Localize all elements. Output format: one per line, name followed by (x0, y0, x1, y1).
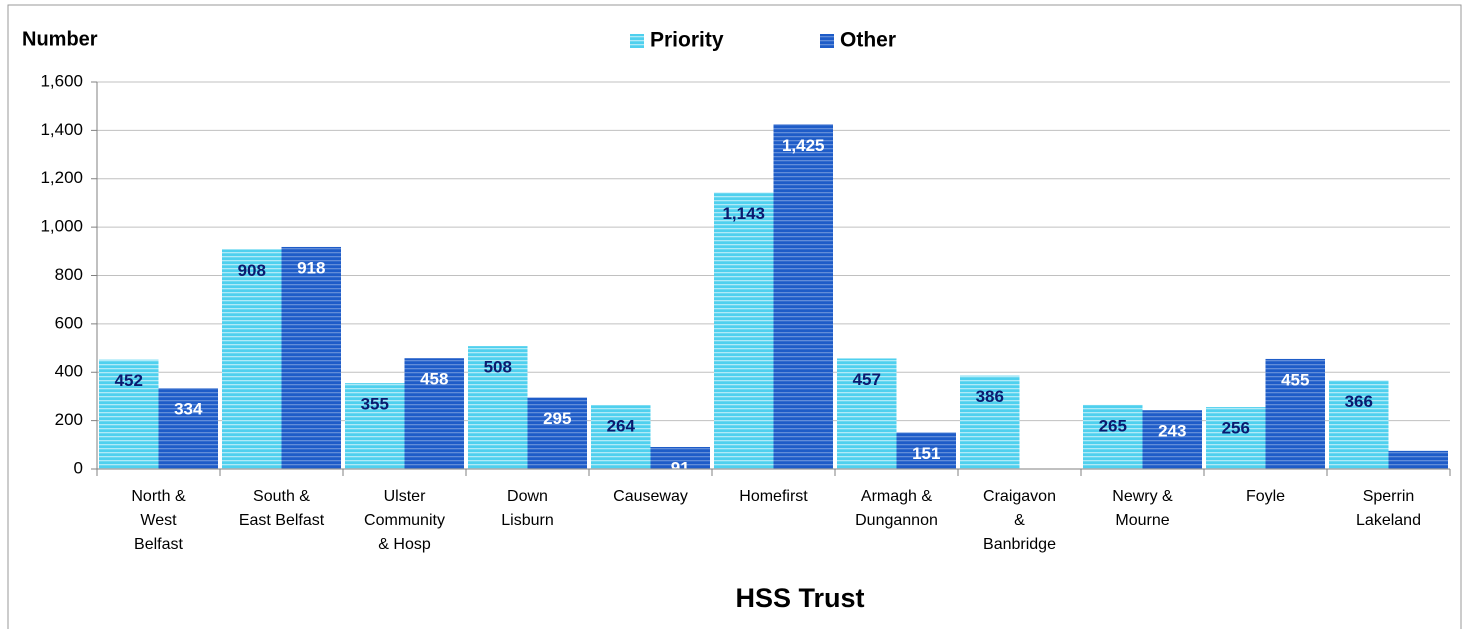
value-label: 1,425 (782, 136, 825, 155)
x-tick-label: Ulster Community & Hosp (364, 488, 445, 553)
chart-frame (7, 4, 1462, 629)
value-label: 386 (976, 387, 1004, 406)
value-label: 366 (1345, 392, 1373, 411)
y-axis-label: Number (22, 28, 98, 50)
bar (468, 346, 528, 469)
y-tick-label: 800 (55, 265, 83, 284)
y-tick-label: 0 (74, 458, 83, 477)
y-tick-label: 1,000 (40, 217, 83, 236)
y-tick-label: 600 (55, 313, 83, 332)
bar (650, 446, 710, 469)
y-tick-label: 400 (55, 362, 83, 381)
bar (591, 405, 651, 469)
value-label: 265 (1099, 416, 1127, 435)
value-label: 243 (1158, 422, 1186, 441)
value-label: 455 (1281, 370, 1309, 389)
value-label: 264 (607, 417, 636, 436)
bar (837, 358, 897, 469)
legend-label: Priority (650, 29, 724, 52)
legend-swatch (630, 34, 644, 48)
legend-swatch (820, 34, 834, 48)
bar (222, 249, 282, 469)
bar (345, 383, 405, 469)
value-label: 457 (853, 370, 881, 389)
x-tick-label: North & West Belfast (131, 488, 186, 553)
value-label: 355 (361, 395, 389, 414)
bar (404, 358, 464, 469)
bar (896, 432, 956, 469)
x-tick-label: Foyle (1245, 488, 1286, 505)
value-label: 151 (912, 444, 940, 463)
bar (1206, 407, 1266, 469)
bar (1265, 358, 1325, 469)
bar (527, 397, 587, 469)
value-label: 508 (484, 358, 512, 377)
y-tick-label: 1,400 (40, 120, 83, 139)
value-label: 452 (115, 371, 143, 390)
y-tick-label: 1,600 (40, 71, 83, 90)
x-tick-label: Down Lisburn (501, 488, 554, 529)
bar (99, 359, 159, 469)
bar (773, 124, 833, 469)
x-tick-label: Sperrin Lakeland (1356, 488, 1421, 529)
bar (714, 192, 774, 470)
value-label: 295 (543, 409, 571, 428)
x-axis-label: HSS Trust (735, 583, 864, 613)
value-label: 458 (420, 370, 448, 389)
x-tick-label: Homefirst (739, 488, 808, 505)
bar (1388, 450, 1448, 469)
x-tick-label: Newry & Mourne (1112, 488, 1173, 529)
value-label: 91 (671, 458, 690, 477)
x-tick-label: Craigavon & Banbridge (983, 488, 1056, 553)
x-tick-label: South & East Belfast (238, 488, 325, 529)
bar (1142, 410, 1202, 469)
bar (1329, 380, 1389, 469)
value-label: 334 (174, 400, 203, 419)
y-tick-label: 200 (55, 410, 83, 429)
value-label: 256 (1222, 419, 1250, 438)
value-label: 908 (238, 261, 266, 280)
value-label: 1,143 (722, 204, 765, 223)
bar (960, 375, 1020, 469)
bar (281, 246, 341, 469)
value-label: 918 (297, 258, 325, 277)
legend-label: Other (840, 29, 896, 52)
bar (1083, 404, 1143, 469)
bar (158, 388, 218, 469)
x-tick-label: Causeway (613, 488, 688, 505)
x-tick-label: Armagh & Dungannon (855, 488, 938, 529)
y-tick-label: 1,200 (40, 168, 83, 187)
